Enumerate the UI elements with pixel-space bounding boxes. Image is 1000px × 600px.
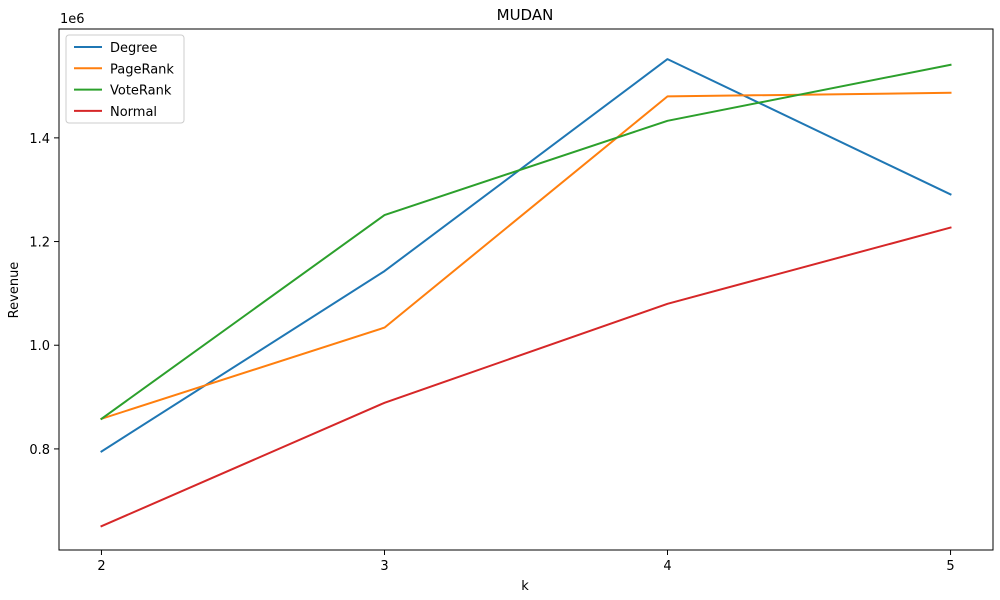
x-tick-label: 5 xyxy=(946,559,954,574)
ticks-layer: 2 3 4 5 0.8 1.0 1.2 1.4 xyxy=(29,132,954,574)
x-tick-label: 3 xyxy=(380,559,388,574)
y-tick-label: 1.4 xyxy=(29,132,50,147)
legend-label-pagerank: PageRank xyxy=(110,62,174,77)
y-axis-label: Revenue xyxy=(7,262,22,319)
series-line-voterank xyxy=(100,63,952,421)
legend-label-normal: Normal xyxy=(110,105,157,120)
legend-label-degree: Degree xyxy=(110,41,157,56)
legend-label-voterank: VoteRank xyxy=(110,84,172,99)
y-axis-offset-text: 1e6 xyxy=(60,12,85,27)
y-tick-label: 0.8 xyxy=(29,443,50,458)
chart-title: MUDAN xyxy=(497,6,554,24)
series-line-degree xyxy=(100,58,952,453)
series-line-pagerank xyxy=(100,91,952,421)
x-tick-label: 4 xyxy=(663,559,671,574)
plot-frame xyxy=(58,28,994,551)
y-tick-label: 1.2 xyxy=(29,236,50,251)
y-tick-label: 1.0 xyxy=(29,339,50,354)
series-line-normal xyxy=(100,226,952,528)
legend-box xyxy=(65,34,185,124)
x-axis-label: k xyxy=(521,579,529,594)
legend: Degree PageRank VoteRank Normal xyxy=(65,34,185,124)
x-tick-label: 2 xyxy=(97,559,105,574)
series-layer xyxy=(100,58,952,528)
